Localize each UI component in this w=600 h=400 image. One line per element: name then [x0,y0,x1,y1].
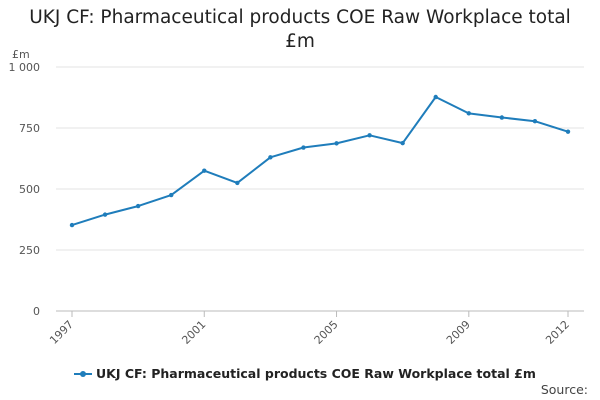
data-point [268,155,273,160]
x-tick-label: 2005 [312,318,341,347]
data-point [301,145,306,150]
data-point [466,111,471,116]
data-point [367,133,372,138]
data-point [69,222,75,228]
chart-title-line-1: UKJ CF: Pharmaceutical products COE Raw … [29,7,571,28]
data-point [532,118,538,124]
y-axis-tick-labels: 0 250 500 750 1 000 [9,61,41,318]
data-point [565,129,571,134]
chart-title-line-2: £m [285,31,315,52]
data-point [102,212,108,217]
x-tick-label: 2009 [444,318,473,347]
x-axis-tick-labels: 1997 2001 2005 2009 2012 [47,318,572,347]
series-layer [69,94,571,228]
series-line [71,96,569,227]
legend-line-marker-icon [74,369,92,379]
y-tick-label: 1 000 [9,61,41,74]
y-tick-label: 250 [19,244,40,257]
y-tick-label: 0 [33,305,40,318]
y-tick-label: 500 [19,183,40,196]
y-tick-label: 750 [19,122,40,135]
gridlines [56,66,584,251]
x-tick-label: 1997 [47,318,76,347]
data-point [499,115,505,120]
y-axis-unit-label: £m [12,48,30,61]
x-tick-label: 2001 [179,318,208,347]
data-point [433,94,438,100]
data-point [135,203,141,209]
x-tick-label: 2012 [543,318,572,347]
data-point [235,180,240,186]
chart-title: UKJ CF: Pharmaceutical products COE Raw … [0,6,600,54]
axes [56,310,584,317]
legend: UKJ CF: Pharmaceutical products COE Raw … [74,366,536,381]
data-point [169,192,174,198]
data-point [334,141,339,146]
legend-label: UKJ CF: Pharmaceutical products COE Raw … [96,366,536,381]
source-label: Source: [540,382,588,397]
data-point [202,168,207,173]
data-point [400,140,405,146]
